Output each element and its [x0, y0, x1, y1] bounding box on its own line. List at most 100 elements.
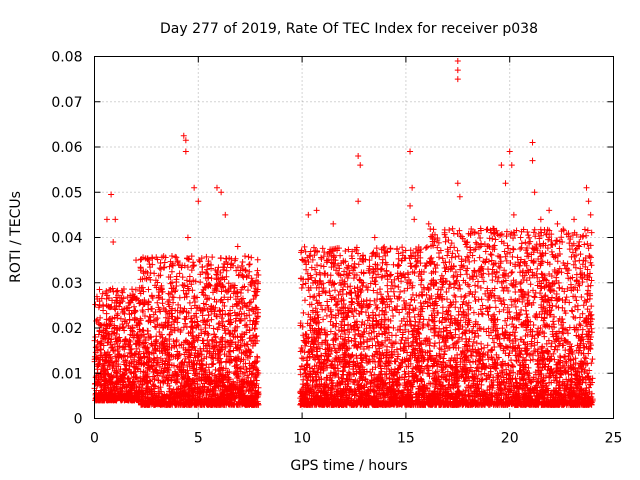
data-point [420, 316, 427, 323]
data-point [114, 315, 121, 322]
data-point [373, 245, 380, 252]
data-point [98, 387, 105, 394]
data-point [102, 358, 109, 365]
data-point [129, 291, 136, 298]
data-point [186, 299, 193, 306]
data-point [335, 291, 342, 298]
data-point [145, 306, 152, 313]
data-point [384, 343, 391, 350]
data-point [113, 357, 120, 364]
data-point [337, 252, 344, 259]
data-point [392, 306, 399, 313]
data-point [105, 331, 112, 338]
data-point [364, 317, 371, 324]
data-point [413, 263, 420, 270]
data-point [135, 319, 142, 326]
data-point [165, 290, 172, 297]
data-point [113, 372, 120, 379]
data-point [122, 343, 129, 350]
data-point [323, 312, 330, 319]
data-point [94, 316, 101, 323]
data-point [95, 361, 102, 368]
data-point [180, 324, 187, 331]
data-point [401, 340, 408, 347]
data-point [110, 362, 117, 369]
data-point [345, 321, 352, 328]
data-point [408, 296, 415, 303]
data-point [125, 392, 132, 399]
data-point [99, 301, 106, 308]
data-point [208, 275, 215, 282]
data-point [121, 370, 128, 377]
data-point [136, 287, 143, 294]
data-point [106, 375, 113, 382]
data-point [248, 254, 255, 261]
data-point [226, 348, 233, 355]
data-point [333, 301, 340, 308]
data-point [199, 263, 206, 270]
data-point [92, 391, 99, 398]
data-point [307, 293, 314, 300]
data-point [120, 359, 127, 366]
data-point [124, 353, 131, 360]
data-point [133, 396, 140, 403]
data-point [135, 335, 142, 342]
data-point [102, 325, 109, 332]
data-point [100, 322, 107, 329]
data-point [120, 378, 127, 385]
data-point [106, 351, 113, 358]
data-point [254, 267, 261, 274]
data-point [132, 316, 139, 323]
data-point [96, 328, 103, 335]
data-point [96, 361, 103, 368]
data-point [397, 340, 404, 347]
data-point [417, 299, 424, 306]
data-point [116, 351, 123, 358]
data-point [299, 281, 306, 288]
data-point [108, 372, 115, 379]
data-point [120, 286, 127, 293]
data-point [119, 373, 126, 380]
data-point [135, 342, 142, 349]
data-point [104, 292, 111, 299]
data-point [99, 290, 106, 297]
data-point [131, 332, 138, 339]
data-point [92, 333, 99, 340]
data-point [239, 295, 246, 302]
data-point [107, 397, 114, 404]
data-point [358, 351, 365, 358]
data-point [114, 287, 121, 294]
data-point [217, 255, 224, 262]
data-point [208, 316, 215, 323]
data-point [95, 331, 102, 338]
data-point [376, 286, 383, 293]
data-point [116, 334, 123, 341]
data-point [119, 321, 126, 328]
data-point [136, 320, 143, 327]
data-point [114, 297, 121, 304]
data-point [103, 302, 110, 309]
data-point [307, 248, 314, 255]
data-point [347, 289, 354, 296]
data-point [407, 318, 414, 325]
data-point [103, 310, 110, 317]
data-point [113, 397, 120, 404]
data-point [321, 270, 328, 277]
data-point [342, 248, 349, 255]
data-point [307, 253, 314, 260]
data-point [96, 397, 103, 404]
data-point [94, 347, 101, 354]
data-point [101, 381, 108, 388]
data-point [92, 380, 99, 387]
data-point [168, 268, 175, 275]
data-point [205, 311, 212, 318]
data-point [122, 337, 129, 344]
data-point [199, 337, 206, 344]
data-point [112, 306, 119, 313]
data-point [127, 299, 134, 306]
data-point [145, 327, 152, 334]
data-point [112, 335, 119, 342]
data-point [98, 366, 105, 373]
data-point [122, 316, 129, 323]
